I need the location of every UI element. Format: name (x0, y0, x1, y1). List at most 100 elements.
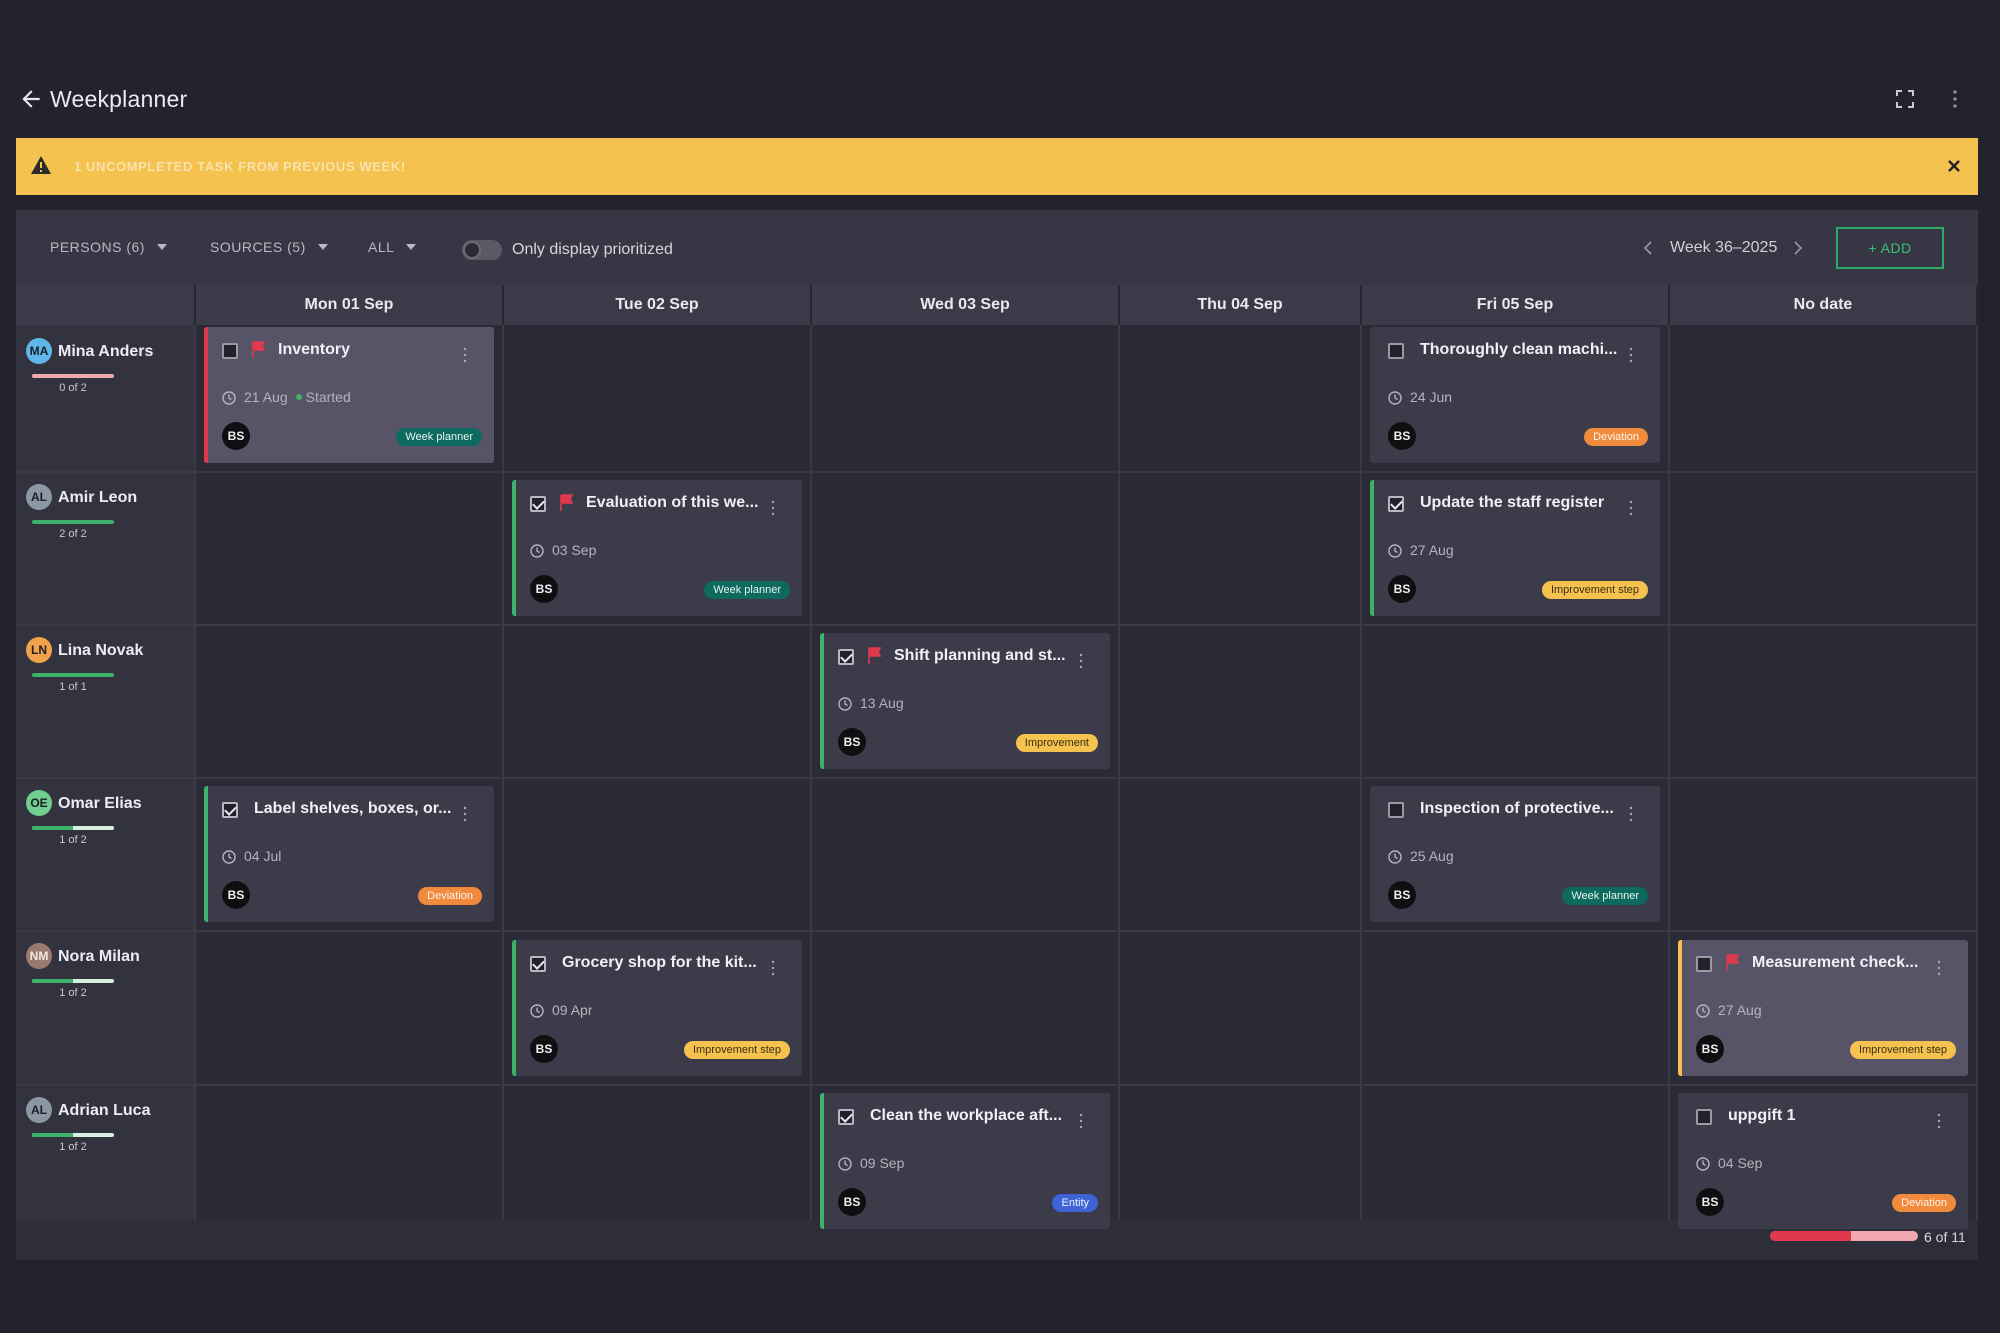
task-card[interactable]: Label shelves, boxes, or... 04 Jul BS De… (204, 786, 494, 922)
source-tag: Entity (1052, 1194, 1098, 1212)
task-checkbox[interactable] (530, 496, 546, 512)
prioritized-toggle[interactable] (462, 240, 502, 260)
filter-toolbar: PERSONS (6) SOURCES (5) ALL Only display… (16, 210, 1978, 285)
task-menu-icon[interactable] (1628, 347, 1634, 363)
task-menu-icon[interactable] (1936, 1113, 1942, 1129)
task-checkbox[interactable] (1696, 956, 1712, 972)
task-checkbox[interactable] (1388, 802, 1404, 818)
task-checkbox[interactable] (1388, 496, 1404, 512)
person-row-header[interactable]: LN Lina Novak 1 of 1 (26, 637, 186, 707)
task-date: 04 Jul (244, 848, 282, 864)
task-checkbox[interactable] (1388, 343, 1404, 359)
person-row-header[interactable]: NM Nora Milan 1 of 2 (26, 943, 186, 1013)
task-date: 24 Jun (1410, 389, 1453, 405)
sources-filter[interactable]: SOURCES (5) (210, 239, 328, 255)
task-menu-icon[interactable] (1936, 960, 1942, 976)
task-title: Shift planning and st... (894, 647, 1066, 664)
column-header: Tue 02 Sep (504, 285, 812, 325)
more-menu-icon[interactable] (1950, 88, 1960, 110)
task-title: Inspection of protective... (1420, 800, 1614, 817)
row-divider (16, 624, 1978, 626)
column-header: No date (1670, 285, 1978, 325)
clock-icon (838, 697, 852, 711)
task-card[interactable]: Clean the workplace aft... 09 Sep BS Ent… (820, 1093, 1110, 1229)
priority-flag-icon (868, 647, 882, 664)
task-date-line: 21 Aug Started (244, 389, 351, 405)
task-card[interactable]: Inspection of protective... 25 Aug BS We… (1370, 786, 1660, 922)
next-week-icon[interactable] (1792, 240, 1804, 256)
task-card[interactable]: Inventory 21 Aug Started BS Week planner (204, 327, 494, 463)
task-checkbox[interactable] (838, 1109, 854, 1125)
clock-icon (838, 1157, 852, 1171)
source-tag: Week planner (704, 581, 790, 599)
task-menu-icon[interactable] (1078, 653, 1084, 669)
clock-icon (1388, 850, 1402, 864)
task-card[interactable]: Measurement check... 27 Aug BS Improveme… (1678, 940, 1968, 1076)
task-title: Grocery shop for the kit... (562, 954, 757, 971)
source-tag: Improvement step (1849, 1041, 1956, 1059)
task-title: Clean the workplace aft... (870, 1107, 1063, 1124)
person-task-count: 1 of 1 (59, 681, 87, 693)
task-checkbox[interactable] (530, 956, 546, 972)
row-divider (16, 930, 1978, 932)
task-date: 21 Aug (244, 389, 288, 405)
source-tag: Week planner (396, 428, 482, 446)
overall-progress-bar (1770, 1231, 1918, 1241)
person-progress-bar (32, 374, 114, 378)
person-column (16, 325, 196, 1220)
task-menu-icon[interactable] (1628, 806, 1634, 822)
person-progress-bar (32, 520, 114, 524)
persons-filter[interactable]: PERSONS (6) (50, 239, 167, 255)
priority-flag-icon (1726, 954, 1740, 971)
person-name: Nora Milan (58, 948, 140, 965)
task-date: 27 Aug (1718, 1002, 1762, 1018)
day-column (1362, 325, 1670, 1220)
task-menu-icon[interactable] (770, 960, 776, 976)
fullscreen-icon[interactable] (1896, 90, 1914, 108)
clock-icon (222, 391, 236, 405)
close-icon[interactable] (1944, 156, 1964, 176)
toggle-knob (463, 241, 481, 259)
task-checkbox[interactable] (222, 802, 238, 818)
column-header: Thu 04 Sep (1120, 285, 1362, 325)
task-card[interactable]: Evaluation of this we... 03 Sep BS Week … (512, 480, 802, 616)
person-progress-bar (32, 1133, 114, 1137)
task-checkbox[interactable] (1696, 1109, 1712, 1125)
avatar: OE (26, 790, 52, 816)
source-tag: Deviation (1892, 1194, 1956, 1212)
task-card[interactable]: uppgift 1 04 Sep BS Deviation (1678, 1093, 1968, 1229)
all-filter[interactable]: ALL (368, 239, 417, 255)
task-date: 04 Sep (1718, 1155, 1763, 1171)
back-arrow-icon[interactable] (18, 86, 44, 112)
task-menu-icon[interactable] (770, 500, 776, 516)
person-row-header[interactable]: MA Mina Anders 0 of 2 (26, 338, 186, 408)
previous-week-icon[interactable] (1642, 240, 1654, 256)
person-progress-bar (32, 826, 114, 830)
task-menu-icon[interactable] (462, 806, 468, 822)
task-card[interactable]: Update the staff register 27 Aug BS Impr… (1370, 480, 1660, 616)
task-menu-icon[interactable] (1628, 500, 1634, 516)
source-tag: Deviation (1584, 428, 1648, 446)
column-header: Fri 05 Sep (1362, 285, 1670, 325)
task-menu-icon[interactable] (462, 347, 468, 363)
person-task-count: 2 of 2 (59, 528, 87, 540)
chevron-down-icon (406, 244, 417, 250)
add-button[interactable]: + ADD (1836, 227, 1944, 269)
task-menu-icon[interactable] (1078, 1113, 1084, 1129)
person-progress-bar (32, 673, 114, 677)
person-row-header[interactable]: OE Omar Elias 1 of 2 (26, 790, 186, 860)
day-column (812, 325, 1120, 1220)
top-bar: Weekplanner (0, 0, 2000, 140)
clock-icon (1696, 1157, 1710, 1171)
person-row-header[interactable]: AL Amir Leon 2 of 2 (26, 484, 186, 554)
week-label: Week 36–2025 (1670, 239, 1778, 256)
task-date: 13 Aug (860, 695, 904, 711)
person-row-header[interactable]: AL Adrian Luca 1 of 2 (26, 1097, 186, 1167)
task-card[interactable]: Grocery shop for the kit... 09 Apr BS Im… (512, 940, 802, 1076)
task-card[interactable]: Shift planning and st... 13 Aug BS Impro… (820, 633, 1110, 769)
task-card[interactable]: Thoroughly clean machi... 24 Jun BS Devi… (1370, 327, 1660, 463)
assignee-avatar: BS (1696, 1035, 1724, 1063)
task-checkbox[interactable] (838, 649, 854, 665)
task-checkbox[interactable] (222, 343, 238, 359)
assignee-avatar: BS (1388, 881, 1416, 909)
